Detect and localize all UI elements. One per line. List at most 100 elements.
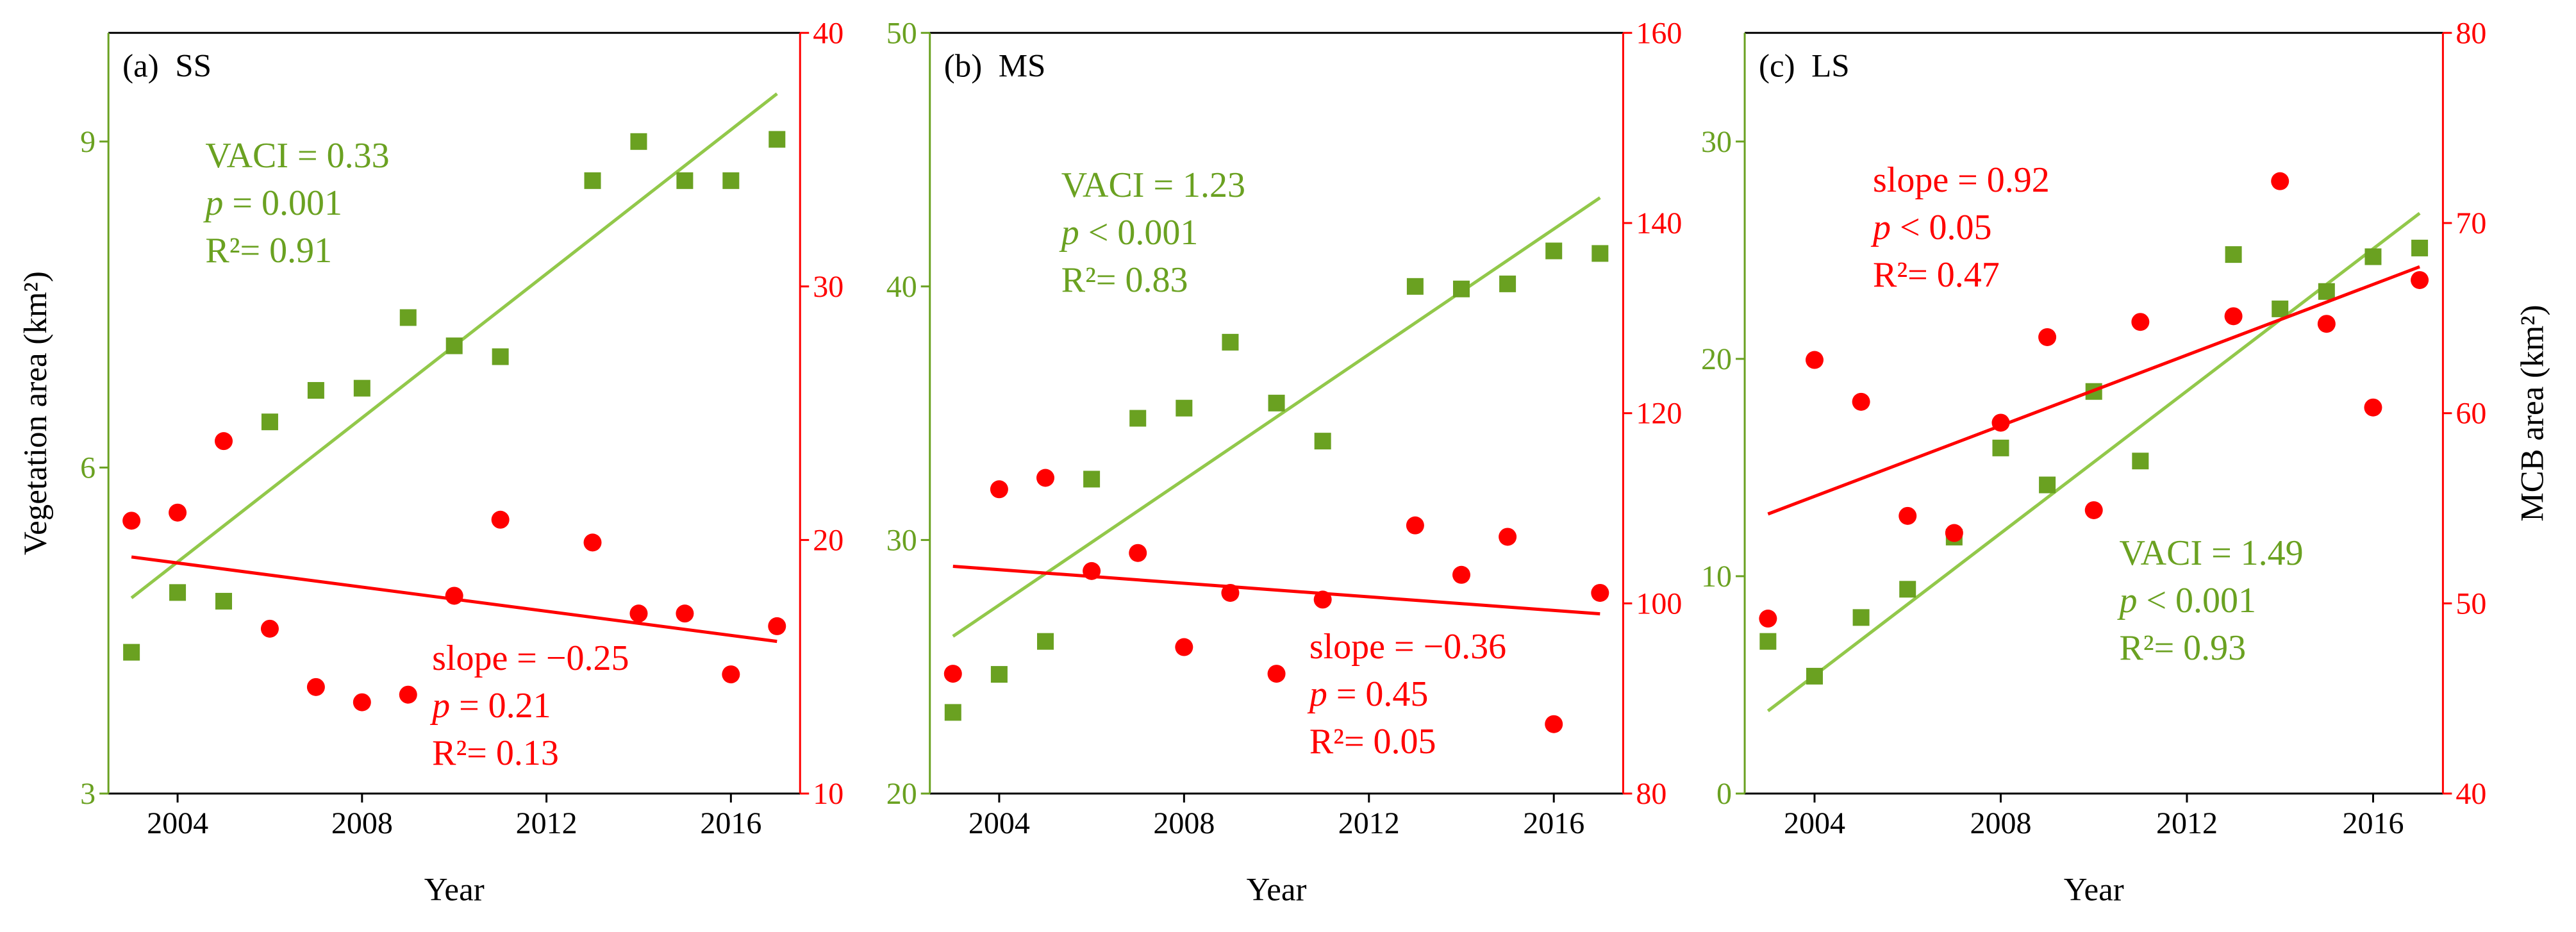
square-marker <box>2132 453 2149 470</box>
y2-tick-label: 140 <box>1636 206 1682 240</box>
square-marker <box>2411 239 2429 256</box>
annotation-line: VACI = 1.49 <box>2119 533 2304 574</box>
annotation-line: R²= 0.47 <box>1872 255 2000 295</box>
annotation: VACI = 0.33 p = 0.001 R²= 0.91 <box>205 132 389 274</box>
annotation-line: p < 0.001 <box>1061 213 1199 253</box>
circle-marker <box>169 503 187 522</box>
circle-marker <box>1759 610 1777 628</box>
circle-marker <box>1221 583 1240 602</box>
y2-tick-label: 160 <box>1636 16 1682 50</box>
square-marker <box>169 584 187 601</box>
annotation-line: VACI = 1.23 <box>1061 165 1246 206</box>
x-tick-label: 2012 <box>2156 806 2218 840</box>
y2-tick-label: 80 <box>2456 16 2486 50</box>
circle-marker <box>260 619 279 638</box>
annotation: VACI = 1.23 p < 0.001 R²= 0.83 <box>1061 162 1245 304</box>
circle-marker <box>1083 562 1101 580</box>
square-marker <box>1499 275 1517 292</box>
x-tick-label: 2016 <box>1523 806 1584 840</box>
circle-marker <box>2411 270 2429 289</box>
circle-marker <box>2038 328 2057 346</box>
y-tick-label: 30 <box>886 523 917 557</box>
square-marker <box>261 413 278 431</box>
circle-marker <box>1036 469 1055 487</box>
square-marker <box>1222 333 1239 351</box>
y-tick-label: 50 <box>886 16 917 50</box>
annotation: slope = 0.92 p < 0.05 R²= 0.47 <box>1873 156 2050 299</box>
square-marker <box>1899 581 1916 598</box>
circle-marker <box>1852 392 1870 411</box>
y2-tick-label: 60 <box>2456 397 2486 431</box>
circle-marker <box>629 604 648 623</box>
annotation: VACI = 1.49 p < 0.001 R²= 0.93 <box>2119 529 2303 672</box>
square-marker <box>1591 245 1609 262</box>
annotation-line: p < 0.001 <box>2119 581 2257 621</box>
circle-marker <box>768 617 786 635</box>
circle-marker <box>1175 638 1193 656</box>
y2-tick-label: 70 <box>2456 206 2486 240</box>
circle-marker <box>2084 501 2103 519</box>
square-marker <box>1129 410 1147 427</box>
square-marker <box>2272 300 2289 317</box>
square-marker <box>1852 609 1870 626</box>
trend-line <box>1767 265 2420 516</box>
annotation-line: slope = 0.92 <box>1872 160 2050 201</box>
y-tick-label: 9 <box>80 125 96 159</box>
circle-marker <box>2317 315 2336 333</box>
circle-marker <box>445 587 463 605</box>
y2-tick-label: 40 <box>813 16 843 50</box>
square-marker <box>353 379 370 397</box>
circle-marker <box>1805 351 1824 369</box>
panel-title: (c) LS <box>1759 48 1850 84</box>
circle-marker <box>1406 516 1424 535</box>
square-marker <box>2318 283 2335 300</box>
circle-marker <box>1945 524 1963 542</box>
annotation-line: slope = −0.25 <box>432 638 629 679</box>
square-marker <box>1083 470 1101 488</box>
square-marker <box>2364 248 2382 265</box>
x-tick-label: 2008 <box>1153 806 1215 840</box>
y2-tick-label: 20 <box>813 523 843 557</box>
x-axis-label: Year <box>424 872 485 908</box>
x-tick-label: 2012 <box>1338 806 1400 840</box>
annotation-line: VACI = 0.33 <box>205 136 390 176</box>
square-marker <box>1268 394 1285 412</box>
annotation-line: R²= 0.13 <box>432 733 559 774</box>
square-marker <box>2225 246 2242 263</box>
circle-marker <box>1129 544 1147 562</box>
annotation-line: R²= 0.91 <box>205 231 333 270</box>
x-axis-label: Year <box>2064 872 2124 908</box>
square-marker <box>990 666 1008 683</box>
x-tick-label: 2012 <box>516 806 578 840</box>
circle-marker <box>1899 506 1917 525</box>
y-tick-label: 6 <box>80 451 96 485</box>
square-marker <box>1452 280 1470 297</box>
square-marker <box>944 704 961 721</box>
annotation-line: slope = −0.36 <box>1309 627 1507 667</box>
annotation-line: p = 0.001 <box>205 183 342 223</box>
circle-marker <box>2271 172 2289 190</box>
circle-marker <box>399 685 417 704</box>
circle-marker <box>1267 665 1286 683</box>
square-marker <box>307 382 324 399</box>
circle-marker <box>1499 528 1517 546</box>
circle-marker <box>943 665 962 683</box>
circle-marker <box>122 512 141 530</box>
square-marker <box>722 172 740 189</box>
circle-marker <box>583 533 602 552</box>
square-marker <box>399 309 417 326</box>
circle-marker <box>2364 398 2382 417</box>
trend-line <box>1766 212 2421 713</box>
x-tick-label: 2016 <box>2342 806 2404 840</box>
y2-tick-label: 120 <box>1636 397 1682 431</box>
square-marker <box>1545 242 1563 260</box>
circle-marker <box>990 480 1008 499</box>
y-tick-label: 30 <box>1701 125 1732 159</box>
annotation-line: p < 0.05 <box>1872 208 1992 248</box>
square-marker <box>2039 476 2056 494</box>
annotation-line: p = 0.45 <box>1309 674 1429 715</box>
x-axis-label: Year <box>1247 872 1307 908</box>
circle-marker <box>1452 565 1470 584</box>
